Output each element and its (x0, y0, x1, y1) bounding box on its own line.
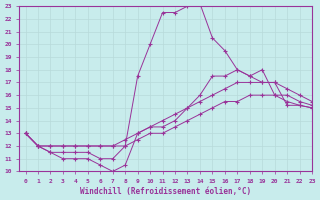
X-axis label: Windchill (Refroidissement éolien,°C): Windchill (Refroidissement éolien,°C) (80, 187, 251, 196)
